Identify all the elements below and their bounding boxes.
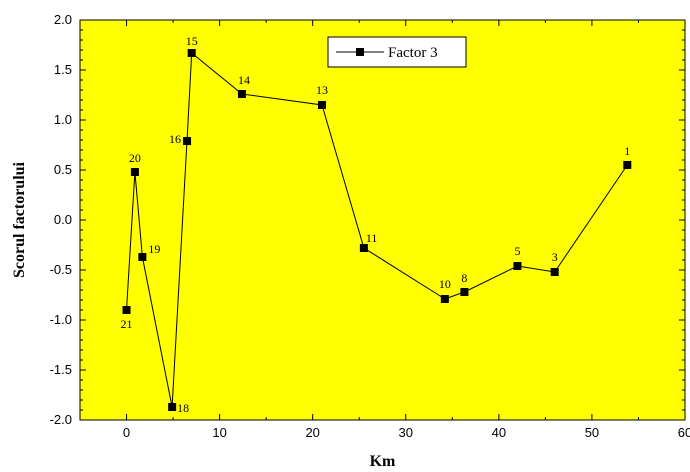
y-tick-label: -2.0 <box>50 412 72 427</box>
data-point-20 <box>130 168 139 176</box>
y-tick-label: 2.0 <box>54 12 72 27</box>
data-point-1 <box>623 161 632 169</box>
x-tick-label: 40 <box>492 425 506 440</box>
y-tick-label: -1.0 <box>50 312 72 327</box>
data-point-10 <box>440 295 449 303</box>
legend-marker <box>356 48 364 56</box>
data-point-16 <box>183 137 192 145</box>
x-tick-label: 10 <box>212 425 226 440</box>
data-point-8 <box>460 288 469 296</box>
x-axis-title: Km <box>370 453 396 470</box>
y-tick-label: 0.5 <box>54 162 72 177</box>
data-point-15 <box>187 49 196 57</box>
data-point-14 <box>237 90 246 98</box>
plot-area <box>79 19 686 421</box>
x-tick-label: 60 <box>678 425 690 440</box>
data-point-18 <box>168 403 177 411</box>
x-tick-label: 0 <box>123 425 130 440</box>
axes: 0 10 20 30 40 50 60 -2.0 -1.5 -1.0 -0.5 0.0 0.5 1.0 1.… <box>50 12 690 440</box>
legend: Factor 3 <box>327 36 467 68</box>
x-tick-label: 50 <box>585 425 599 440</box>
data-point-19 <box>138 253 147 261</box>
data-point-21 <box>122 306 131 314</box>
point-label-18: 18 <box>177 401 189 415</box>
point-label-1: 1 <box>624 144 630 158</box>
point-label-11: 11 <box>366 231 378 245</box>
data-point-3 <box>550 268 559 276</box>
point-label-14: 14 <box>238 73 250 87</box>
point-label-21: 21 <box>121 317 133 331</box>
y-tick-label: -0.5 <box>50 262 72 277</box>
series-layer: 21 20 19 18 16 15 14 13 11 10 8 5 3 1 <box>121 34 632 415</box>
series-line <box>126 51 628 408</box>
y-tick-label: -1.5 <box>50 362 72 377</box>
x-tick-label: 30 <box>399 425 413 440</box>
y-axis-title: Scorul factorului <box>11 161 28 278</box>
point-label-8: 8 <box>461 271 467 285</box>
point-label-10: 10 <box>439 277 451 291</box>
data-point-11 <box>359 244 368 252</box>
point-label-15: 15 <box>186 34 198 48</box>
x-tick-label: 20 <box>305 425 319 440</box>
data-point-13 <box>318 101 326 109</box>
y-tick-label: 1.5 <box>54 62 72 77</box>
point-label-19: 19 <box>148 242 160 256</box>
point-label-20: 20 <box>129 151 141 165</box>
point-label-16: 16 <box>169 132 181 146</box>
point-label-3: 3 <box>552 250 558 264</box>
legend-series-name: Factor 3 <box>388 45 438 61</box>
y-tick-label: 1.0 <box>54 112 72 127</box>
data-point-5 <box>513 262 522 270</box>
y-tick-label: 0.0 <box>54 212 72 227</box>
point-label-5: 5 <box>514 244 520 258</box>
point-label-13: 13 <box>316 83 328 97</box>
